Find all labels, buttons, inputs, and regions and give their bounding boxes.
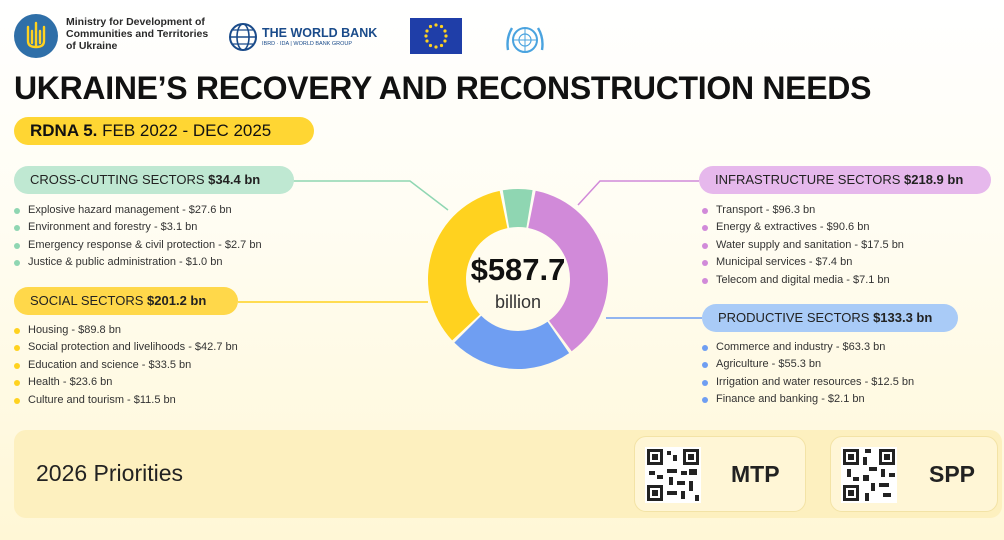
social-list: Housing - $89.8 bn Social protection and… <box>14 322 238 409</box>
qr-code-icon <box>841 447 897 503</box>
list-item-text: Finance and banking - $2.1 bn <box>716 393 865 406</box>
list-item-text: Agriculture - $55.3 bn <box>716 358 822 371</box>
donut-segment-social <box>428 190 508 341</box>
total-value: $587.7 <box>470 252 566 287</box>
world-bank-globe-icon <box>229 23 257 51</box>
header: Ministry for Development of Communities … <box>14 10 614 62</box>
donut-segment-productive <box>454 315 570 369</box>
productive-amount: $133.3 bn <box>873 310 933 325</box>
list-item-text: Culture and tourism - $11.5 bn <box>28 393 176 406</box>
bullet-dot-icon <box>14 225 20 232</box>
list-item-text: Water supply and sanitation - $17.5 bn <box>716 238 904 251</box>
bullet-dot-icon <box>14 397 20 404</box>
bullet-dot-icon <box>702 225 708 232</box>
productive-list: Commerce and industry - $63.3 bn Agricul… <box>702 339 914 409</box>
list-item: Municipal services - $7.4 bn <box>702 254 904 271</box>
list-item: Energy & extractives - $90.6 bn <box>702 219 904 236</box>
donut-segment-cross-cutting <box>502 189 533 228</box>
bullet-dot-icon <box>702 208 708 214</box>
bullet-dot-icon <box>702 397 708 404</box>
list-item: Environment and forestry - $3.1 bn <box>14 219 262 236</box>
productive-sectors-label: PRODUCTIVE SECTORS $133.3 bn <box>702 304 958 332</box>
list-item: Water supply and sanitation - $17.5 bn <box>702 237 904 254</box>
list-item: Agriculture - $55.3 bn <box>702 356 914 373</box>
mtp-label: MTP <box>731 461 780 487</box>
cross-cutting-list: Explosive hazard management - $27.6 bn E… <box>14 202 262 272</box>
list-item-text: Energy & extractives - $90.6 bn <box>716 221 870 234</box>
list-item-text: Education and science - $33.5 bn <box>28 358 192 371</box>
list-item: Commerce and industry - $63.3 bn <box>702 339 914 356</box>
social-amount: $201.2 bn <box>147 293 207 308</box>
needs-donut: $587.7 billion <box>420 188 616 370</box>
list-item: Explosive hazard management - $27.6 bn <box>14 202 262 219</box>
list-item-text: Municipal services - $7.4 bn <box>716 256 853 269</box>
infrastructure-name: INFRASTRUCTURE SECTORS <box>715 172 904 187</box>
rdna-period: FEB 2022 - DEC 2025 <box>97 121 272 140</box>
list-item: Emergency response & civil protection - … <box>14 237 262 254</box>
world-bank-subtitle: IBRD · IDA | WORLD BANK GROUP <box>262 41 353 47</box>
bullet-dot-icon <box>14 345 20 352</box>
un-emblem-icon <box>506 27 544 53</box>
list-item: Finance and banking - $2.1 bn <box>702 391 914 408</box>
bullet-dot-icon <box>702 242 708 249</box>
infrastructure-list: Transport - $96.3 bn Energy & extractive… <box>702 202 904 289</box>
bullet-dot-icon <box>14 242 20 249</box>
priorities-panel: 2026 Priorities MTP <box>14 430 1002 518</box>
list-item: Social protection and livelihoods - $42.… <box>14 339 238 356</box>
page-title: UKRAINE’S RECOVERY AND RECONSTRUCTION NE… <box>14 70 872 106</box>
bullet-dot-icon <box>702 345 708 351</box>
rdna-label: RDNA 5. <box>30 121 98 140</box>
productive-name: PRODUCTIVE SECTORS <box>718 310 874 325</box>
list-item: Culture and tourism - $11.5 bn <box>14 392 238 409</box>
infrastructure-sectors-label: INFRASTRUCTURE SECTORS $218.9 bn <box>699 166 991 194</box>
list-item: Education and science - $33.5 bn <box>14 357 238 374</box>
donut-segment-infrastructure <box>528 190 608 352</box>
bullet-dot-icon <box>14 208 20 214</box>
list-item: Justice & public administration - $1.0 b… <box>14 254 262 271</box>
bullet-dot-icon <box>702 277 708 284</box>
list-item-text: Transport - $96.3 bn <box>716 204 816 216</box>
bullet-dot-icon <box>14 328 20 334</box>
list-item-text: Emergency response & civil protection - … <box>28 238 262 251</box>
priorities-label: 2026 Priorities <box>36 460 184 486</box>
list-item-text: Explosive hazard management - $27.6 bn <box>28 204 232 216</box>
list-item: Health - $23.6 bn <box>14 374 238 391</box>
list-item-text: Health - $23.6 bn <box>28 376 113 389</box>
spp-label: SPP <box>929 461 976 487</box>
qr-code-icon <box>645 447 701 503</box>
list-item-text: Irrigation and water resources - $12.5 b… <box>716 375 915 388</box>
list-item-text: Social protection and livelihoods - $42.… <box>28 341 238 354</box>
social-sectors-label: SOCIAL SECTORS $201.2 bn <box>14 287 238 315</box>
ukraine-trident-icon <box>14 14 58 58</box>
cross-cutting-sectors-label: CROSS-CUTTING SECTORS $34.4 bn <box>14 166 294 194</box>
infrastructure-amount: $218.9 bn <box>904 172 964 187</box>
social-name: SOCIAL SECTORS <box>30 293 148 308</box>
list-item-text: Justice & public administration - $1.0 b… <box>28 256 223 269</box>
list-item: Transport - $96.3 bn <box>702 202 904 219</box>
bullet-dot-icon <box>14 380 20 387</box>
rdna-period-badge: RDNA 5. FEB 2022 - DEC 2025 <box>14 117 314 145</box>
list-item: Telecom and digital media - $7.1 bn <box>702 272 904 289</box>
bullet-dot-icon <box>702 362 708 369</box>
list-item: Housing - $89.8 bn <box>14 322 238 339</box>
list-item-text: Environment and forestry - $3.1 bn <box>28 221 198 234</box>
bullet-dot-icon <box>702 379 708 386</box>
bullet-dot-icon <box>702 260 708 267</box>
eu-flag-icon <box>410 18 462 54</box>
cross-cutting-name: CROSS-CUTTING SECTORS <box>30 172 209 187</box>
list-item: Irrigation and water resources - $12.5 b… <box>702 374 914 391</box>
list-item-text: Commerce and industry - $63.3 bn <box>716 341 886 353</box>
spp-qr-card[interactable]: SPP <box>830 436 998 512</box>
total-unit: billion <box>494 292 542 312</box>
bullet-dot-icon <box>14 362 20 369</box>
list-item-text: Telecom and digital media - $7.1 bn <box>716 273 890 286</box>
world-bank-title: THE WORLD BANK <box>262 26 378 40</box>
donut-chart <box>428 189 608 369</box>
mtp-qr-card[interactable]: MTP <box>634 436 806 512</box>
bullet-dot-icon <box>14 260 20 267</box>
cross-cutting-amount: $34.4 bn <box>208 172 261 187</box>
ministry-name: Ministry for Development of Communities … <box>66 16 209 52</box>
list-item-text: Housing - $89.8 bn <box>28 324 121 336</box>
